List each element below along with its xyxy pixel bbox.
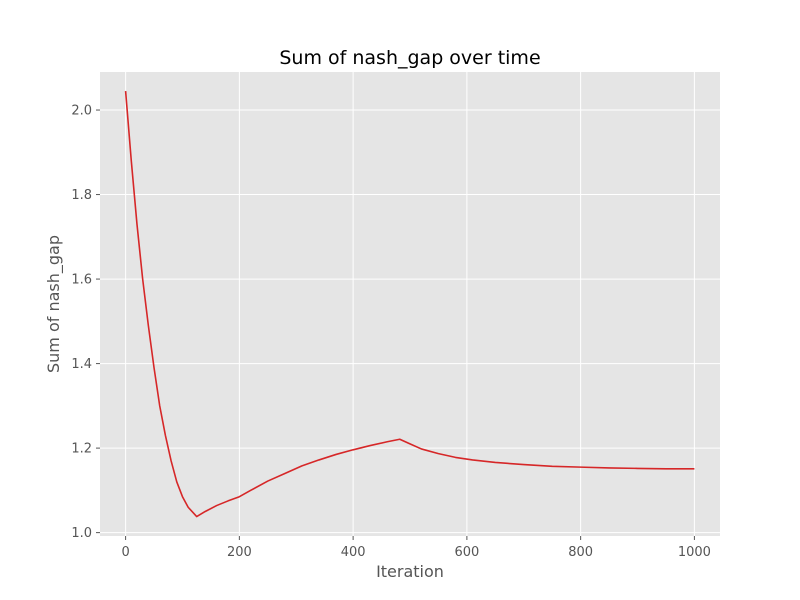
grid <box>100 72 720 536</box>
series-line <box>124 90 695 518</box>
y-tick-label: 2.0 <box>71 104 92 119</box>
y-axis-ticks: 1.0 1.2 1.4 1.6 1.8 2.0 <box>71 104 100 541</box>
y-tick-label: 1.6 <box>71 273 92 288</box>
y-tick-label: 1.0 <box>71 526 92 541</box>
x-tick-label: 800 <box>568 545 593 560</box>
x-tick-label: 400 <box>341 545 366 560</box>
y-tick-label: 1.2 <box>71 442 92 457</box>
x-axis-label: Iteration <box>376 562 444 581</box>
x-axis-ticks: 0 200 400 600 800 1000 <box>121 536 711 560</box>
plot-background <box>100 72 720 536</box>
x-tick-label: 0 <box>121 545 129 560</box>
x-tick-label: 1000 <box>678 545 711 560</box>
y-tick-label: 1.8 <box>71 188 92 203</box>
chart-title: Sum of nash_gap over time <box>279 47 540 69</box>
x-tick-label: 200 <box>227 545 252 560</box>
y-tick-label: 1.4 <box>71 357 92 372</box>
y-axis-label: Sum of nash_gap <box>44 235 64 373</box>
series-layer <box>124 90 695 518</box>
x-tick-label: 600 <box>454 545 479 560</box>
